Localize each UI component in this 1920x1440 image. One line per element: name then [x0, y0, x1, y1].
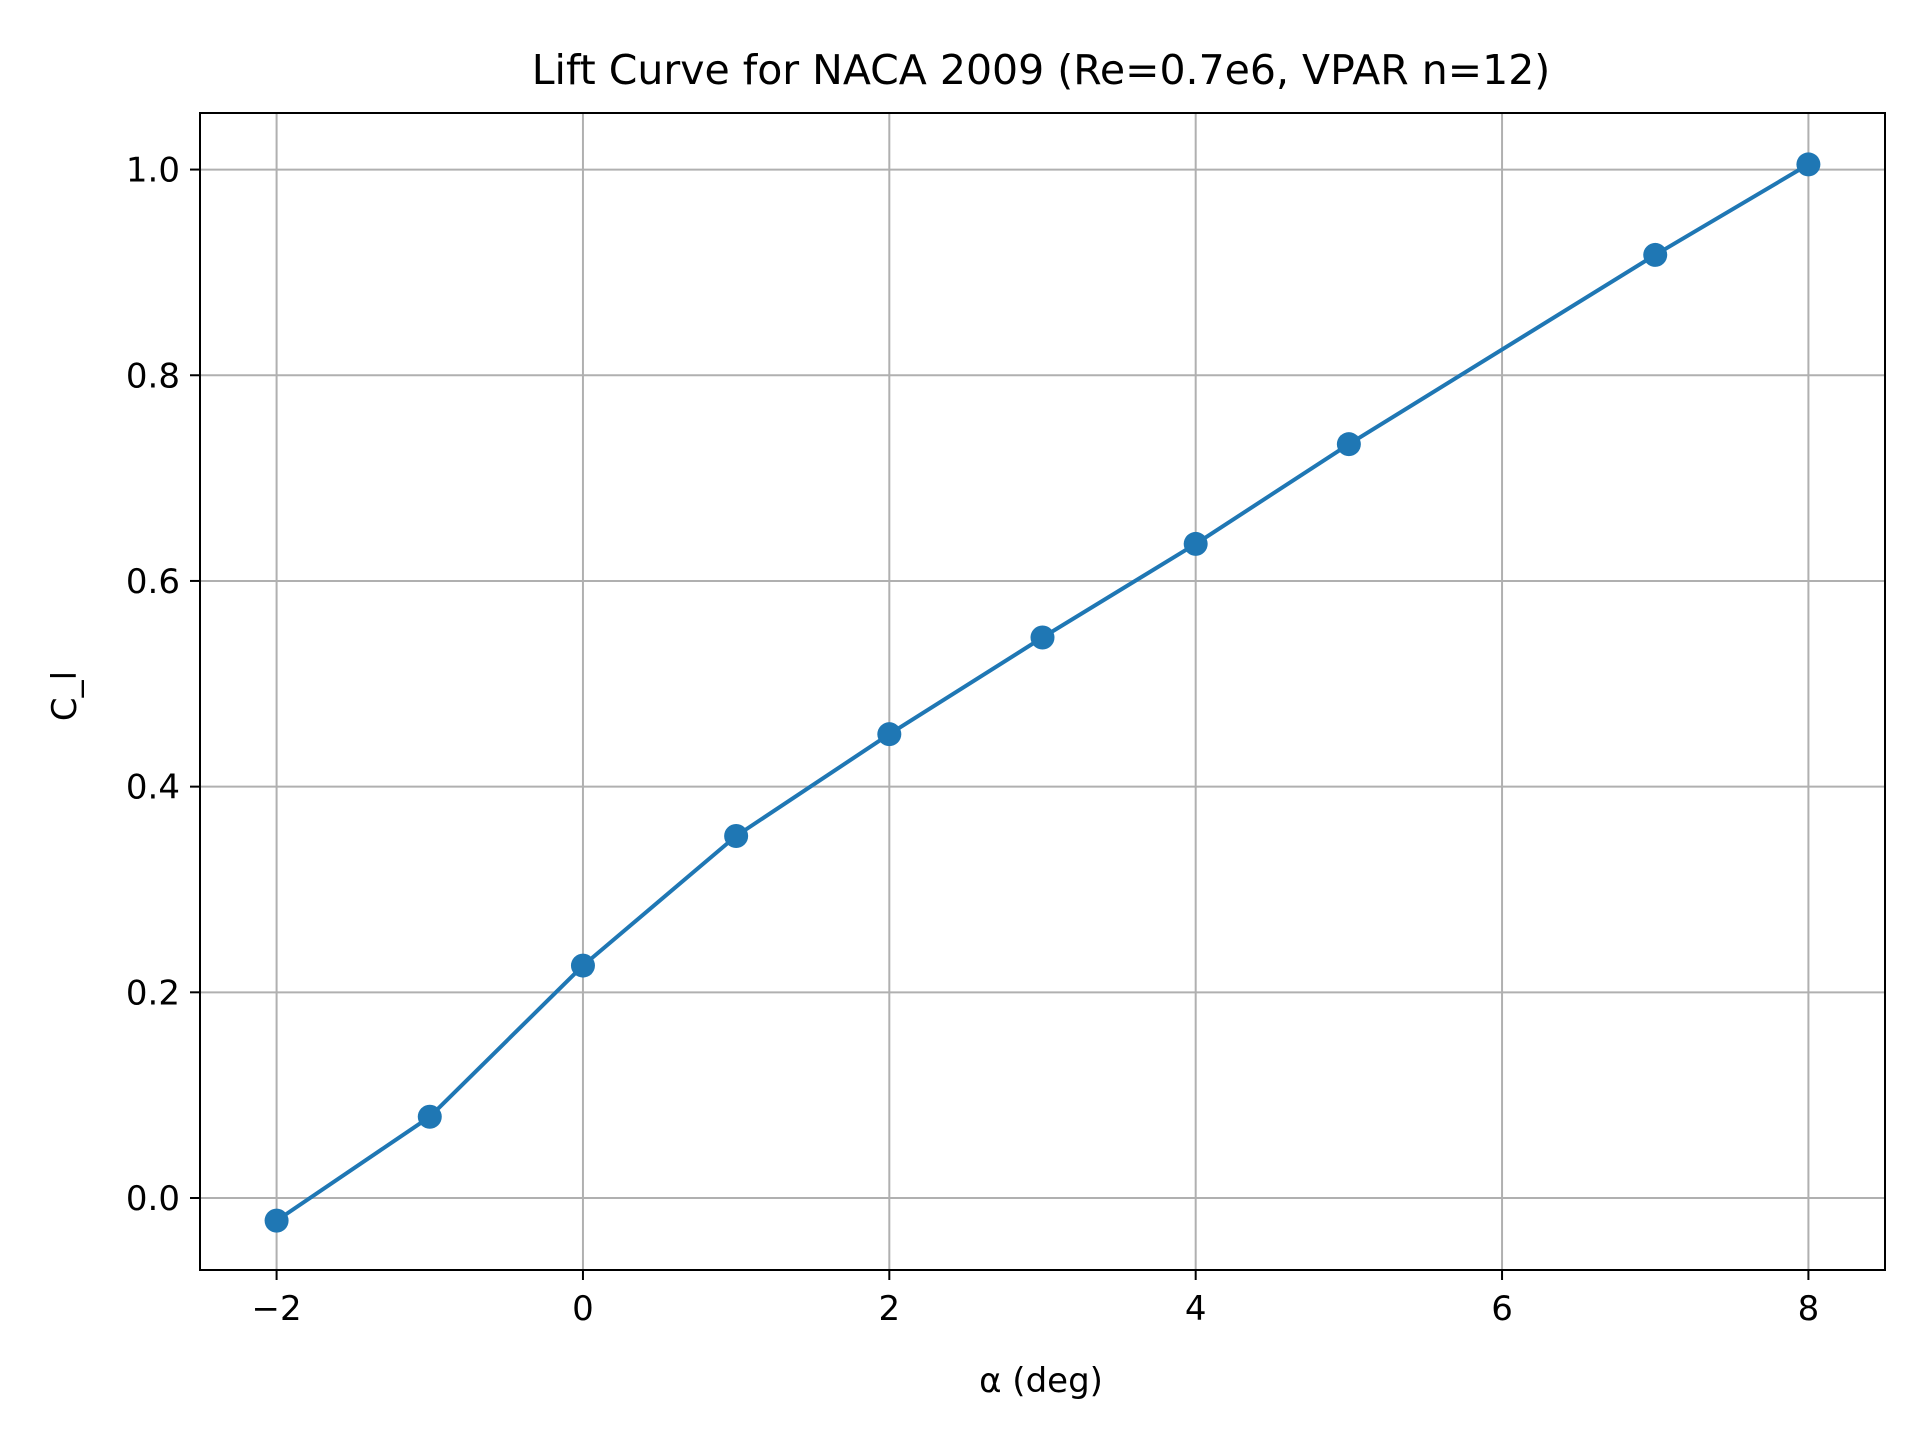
x-tick-label: −2 [252, 1289, 302, 1329]
data-point-marker [264, 1208, 289, 1233]
y-tick-label: 0.6 [126, 562, 180, 602]
chart-title: Lift Curve for NACA 2009 (Re=0.7e6, VPAR… [532, 46, 1551, 94]
x-tick-label: 4 [1185, 1289, 1207, 1329]
data-point-marker [877, 722, 902, 747]
y-axis-label: C_l [45, 671, 85, 721]
y-axis-ticks: 0.0 0.2 0.4 0.6 0.8 1.0 [126, 151, 200, 1219]
grid-lines [200, 113, 1885, 1270]
data-point-marker [1183, 531, 1208, 556]
series-layer [264, 152, 1821, 1233]
x-tick-label: 8 [1798, 1289, 1820, 1329]
data-point-marker [570, 953, 595, 978]
data-point-marker [724, 823, 749, 848]
x-tick-label: 0 [572, 1289, 594, 1329]
y-tick-label: 0.4 [126, 768, 180, 808]
y-tick-label: 0.8 [126, 356, 180, 396]
data-point-marker [417, 1104, 442, 1129]
x-tick-label: 2 [878, 1289, 900, 1329]
y-tick-label: 1.0 [126, 151, 180, 191]
data-point-marker [1336, 432, 1361, 457]
axes-frame [199, 112, 1886, 1271]
data-point-marker [1030, 625, 1055, 650]
plot-area: −2 0 2 4 6 8 0.0 0.2 0.4 0.6 0.8 1.0 [126, 112, 1886, 1329]
x-axis-ticks: −2 0 2 4 6 8 [252, 1270, 1820, 1329]
series-line [273, 161, 1812, 1224]
x-axis-label: α (deg) [979, 1361, 1103, 1401]
data-point-marker [1643, 242, 1668, 267]
y-tick-label: 0.0 [126, 1179, 180, 1219]
x-tick-label: 6 [1491, 1289, 1513, 1329]
data-point-marker [1796, 152, 1821, 177]
y-tick-label: 0.2 [126, 973, 180, 1013]
